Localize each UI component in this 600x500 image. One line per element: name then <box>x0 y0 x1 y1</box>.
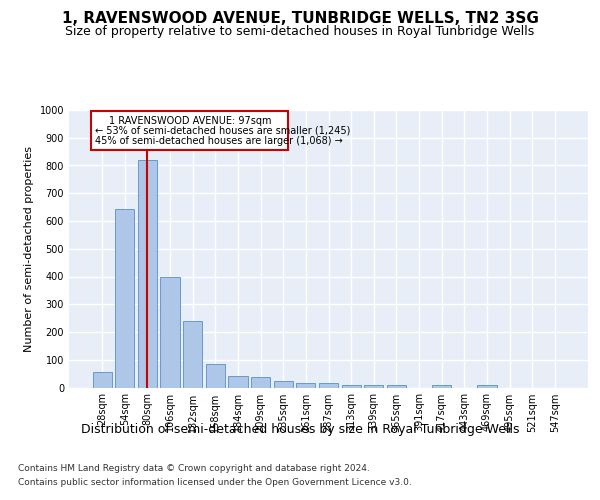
Bar <box>91 112 288 150</box>
Bar <box>229 376 248 388</box>
Bar <box>296 383 316 388</box>
Y-axis label: Number of semi-detached properties: Number of semi-detached properties <box>24 146 34 352</box>
Bar <box>387 386 406 388</box>
Text: ← 53% of semi-detached houses are smaller (1,245): ← 53% of semi-detached houses are smalle… <box>95 126 350 136</box>
Bar <box>341 384 361 388</box>
Text: Size of property relative to semi-detached houses in Royal Tunbridge Wells: Size of property relative to semi-detach… <box>65 25 535 38</box>
Bar <box>92 372 112 388</box>
Bar <box>160 276 180 388</box>
Text: 1 RAVENSWOOD AVENUE: 97sqm: 1 RAVENSWOOD AVENUE: 97sqm <box>109 116 271 126</box>
Bar <box>432 384 451 388</box>
Bar <box>319 383 338 388</box>
Bar <box>364 384 383 388</box>
Bar <box>206 364 225 388</box>
Bar <box>477 386 497 388</box>
Bar <box>183 321 202 388</box>
Text: 45% of semi-detached houses are larger (1,068) →: 45% of semi-detached houses are larger (… <box>95 136 343 145</box>
Bar <box>115 208 134 388</box>
Text: Contains public sector information licensed under the Open Government Licence v3: Contains public sector information licen… <box>18 478 412 487</box>
Text: Distribution of semi-detached houses by size in Royal Tunbridge Wells: Distribution of semi-detached houses by … <box>81 422 519 436</box>
Text: 1, RAVENSWOOD AVENUE, TUNBRIDGE WELLS, TN2 3SG: 1, RAVENSWOOD AVENUE, TUNBRIDGE WELLS, T… <box>62 11 538 26</box>
Bar <box>274 382 293 388</box>
Bar <box>251 377 270 388</box>
Text: Contains HM Land Registry data © Crown copyright and database right 2024.: Contains HM Land Registry data © Crown c… <box>18 464 370 473</box>
Bar <box>138 160 157 388</box>
